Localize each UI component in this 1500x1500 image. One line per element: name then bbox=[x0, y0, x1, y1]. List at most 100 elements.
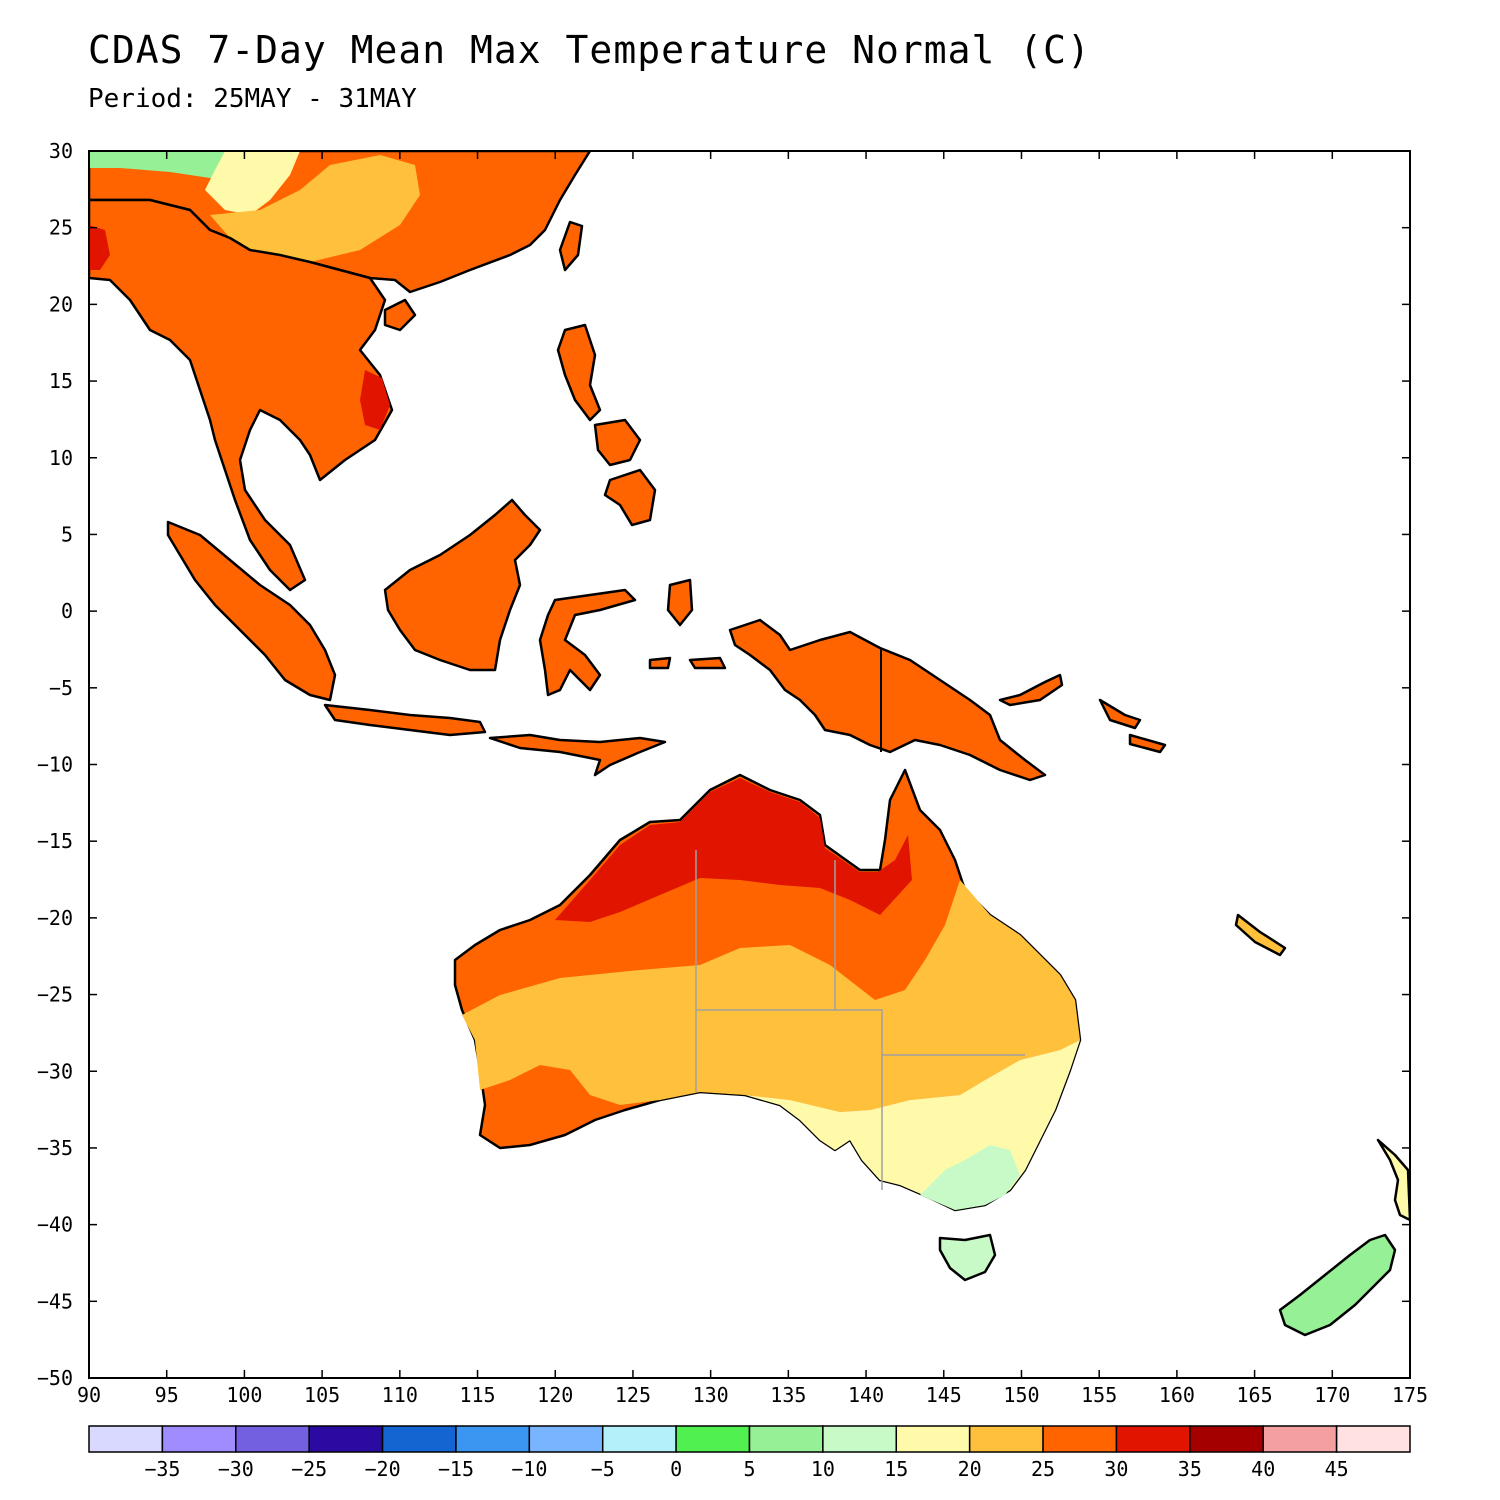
lat-tick-label: −25 bbox=[37, 983, 73, 1007]
border-sa bbox=[696, 1009, 883, 1190]
land-new-caledonia bbox=[1234, 913, 1287, 957]
legend-label: 35 bbox=[1178, 1457, 1202, 1481]
lat-tick-label: 5 bbox=[61, 522, 73, 546]
lat-tick-label: −30 bbox=[37, 1059, 73, 1083]
legend-label: 15 bbox=[884, 1457, 908, 1481]
land-borneo bbox=[383, 498, 542, 672]
legend-label: 20 bbox=[958, 1457, 982, 1481]
legend-swatch bbox=[1335, 1425, 1411, 1453]
land-nz-south bbox=[1278, 1233, 1397, 1337]
land-hainan bbox=[383, 298, 417, 332]
legend-swatch bbox=[895, 1425, 971, 1453]
legend-swatch bbox=[88, 1425, 164, 1453]
legend-swatch bbox=[601, 1425, 677, 1453]
lon-tick-label: 140 bbox=[848, 1383, 884, 1407]
legend-label: 10 bbox=[811, 1457, 835, 1481]
legend-swatch bbox=[161, 1425, 237, 1453]
land-sulawesi bbox=[538, 588, 637, 697]
lon-tick-label: 175 bbox=[1392, 1383, 1428, 1407]
lon-tick-label: 130 bbox=[693, 1383, 729, 1407]
longitude-axis: 90 95 100 105 110 115 120 125 130 135 140 145 150 155… bbox=[77, 151, 1428, 1407]
lat-tick-label: 0 bbox=[61, 599, 73, 623]
land-indochina bbox=[89, 198, 394, 592]
lat-tick-label: −10 bbox=[37, 753, 73, 777]
legend-swatch bbox=[968, 1425, 1044, 1453]
land-ng-east bbox=[998, 673, 1064, 707]
aus-yellow bbox=[480, 1040, 1080, 1210]
lon-tick-label: 115 bbox=[459, 1383, 495, 1407]
land-moluccas bbox=[648, 578, 727, 670]
land-java bbox=[323, 703, 487, 737]
legend-swatch bbox=[381, 1425, 457, 1453]
latitude-axis: 30 25 20 15 10 5 0 −5 −10 −15 −20 −25 −30 −35 −40 −45 −5… bbox=[37, 139, 1410, 1390]
legend-swatch bbox=[308, 1425, 384, 1453]
legend-swatch bbox=[1042, 1425, 1118, 1453]
land-lesser-sunda bbox=[488, 733, 667, 777]
lon-tick-label: 150 bbox=[1003, 1383, 1039, 1407]
lon-tick-label: 90 bbox=[77, 1383, 101, 1407]
lat-tick-label: 25 bbox=[49, 216, 73, 240]
legend-swatch bbox=[675, 1425, 751, 1453]
map-title: CDAS 7-Day Mean Max Temperature Normal (… bbox=[88, 28, 1091, 72]
land-new-guinea bbox=[728, 618, 1047, 782]
lat-tick-label: 30 bbox=[49, 139, 73, 163]
lat-tick-label: −20 bbox=[37, 906, 73, 930]
land-tasmania bbox=[938, 1233, 997, 1282]
land-china-yellow bbox=[205, 151, 300, 215]
land-solomons bbox=[1098, 698, 1167, 754]
legend-label: 40 bbox=[1251, 1457, 1275, 1481]
legend-swatch bbox=[455, 1425, 531, 1453]
land-myanmar-hot bbox=[89, 225, 110, 270]
lon-tick-label: 165 bbox=[1237, 1383, 1273, 1407]
land-nz-north bbox=[1376, 1138, 1410, 1222]
legend-label: −5 bbox=[591, 1457, 615, 1481]
legend-label: 45 bbox=[1325, 1457, 1349, 1481]
land-taiwan bbox=[558, 220, 584, 272]
legend-label: −25 bbox=[291, 1457, 327, 1481]
legend-label: 5 bbox=[743, 1457, 755, 1481]
legend-label: 30 bbox=[1104, 1457, 1128, 1481]
color-legend: −35 −30 −25 −20 −15 −10 −5 0 5 10 15 20 25 30 35 40 45 bbox=[88, 1425, 1411, 1481]
legend-swatch bbox=[822, 1425, 898, 1453]
map-subtitle: Period: 25MAY - 31MAY bbox=[88, 84, 417, 114]
land-layer bbox=[89, 151, 1410, 1337]
lat-tick-label: 10 bbox=[49, 446, 73, 470]
land-mindanao bbox=[603, 468, 657, 527]
legend-swatch bbox=[748, 1425, 824, 1453]
land-visayas bbox=[593, 418, 642, 467]
legend-swatch bbox=[1115, 1425, 1191, 1453]
land-china-orange-lt bbox=[210, 155, 420, 262]
legend-label: −10 bbox=[511, 1457, 547, 1481]
border-layer bbox=[695, 648, 1025, 1190]
legend-label: −20 bbox=[364, 1457, 400, 1481]
lon-tick-label: 145 bbox=[926, 1383, 962, 1407]
lon-tick-label: 125 bbox=[615, 1383, 651, 1407]
legend-label: −30 bbox=[218, 1457, 254, 1481]
lon-tick-label: 120 bbox=[537, 1383, 573, 1407]
lon-tick-label: 100 bbox=[226, 1383, 262, 1407]
legend-label: −35 bbox=[144, 1457, 180, 1481]
lat-tick-label: 20 bbox=[49, 292, 73, 316]
legend-swatch bbox=[1189, 1425, 1264, 1453]
lat-tick-label: −50 bbox=[37, 1366, 73, 1390]
lon-tick-label: 170 bbox=[1314, 1383, 1350, 1407]
land-luzon bbox=[556, 323, 602, 422]
lon-tick-label: 160 bbox=[1159, 1383, 1195, 1407]
land-vietnam-hot bbox=[360, 370, 390, 430]
aus-orange-lt bbox=[462, 880, 1080, 1112]
lon-tick-label: 110 bbox=[382, 1383, 418, 1407]
lat-tick-label: −40 bbox=[37, 1213, 73, 1237]
lat-tick-label: 15 bbox=[49, 369, 73, 393]
lon-tick-label: 105 bbox=[304, 1383, 340, 1407]
legend-label: 0 bbox=[670, 1457, 682, 1481]
lon-tick-label: 155 bbox=[1081, 1383, 1117, 1407]
lat-tick-label: −15 bbox=[37, 829, 73, 853]
lat-tick-label: −5 bbox=[49, 676, 73, 700]
lon-tick-label: 95 bbox=[155, 1383, 179, 1407]
legend-label: −15 bbox=[438, 1457, 474, 1481]
legend-label: 25 bbox=[1031, 1457, 1055, 1481]
lat-tick-label: −35 bbox=[37, 1136, 73, 1160]
aus-green-se bbox=[920, 1145, 1020, 1210]
legend-swatch bbox=[235, 1425, 310, 1453]
